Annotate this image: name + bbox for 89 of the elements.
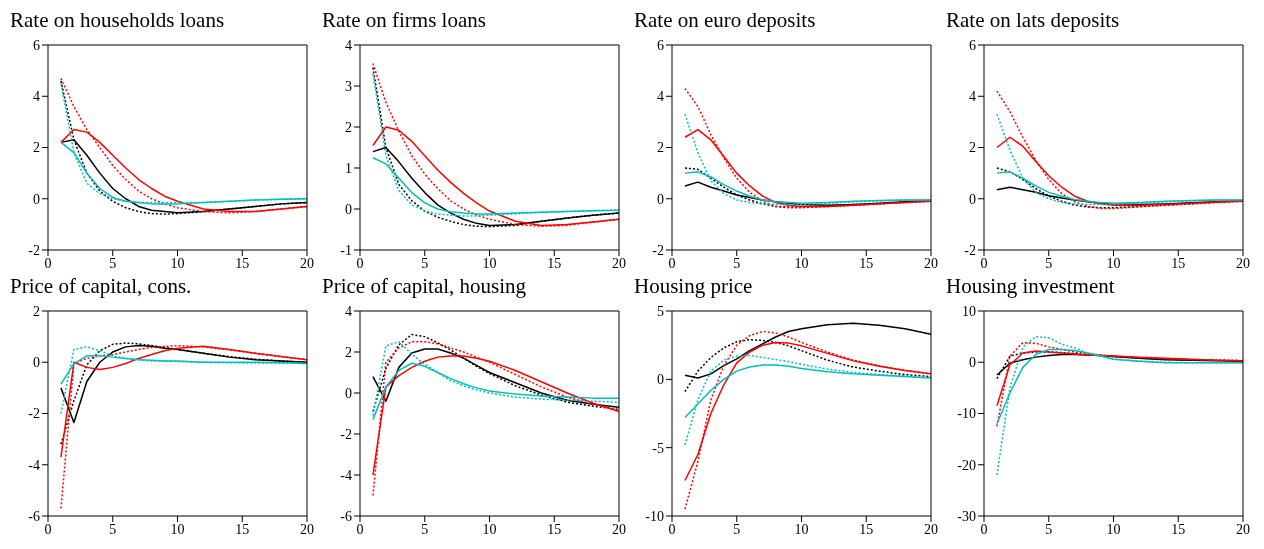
y-tick-label: 6 [33,37,40,53]
chart-title: Rate on households loans [9,8,226,34]
y-tick-label: 0 [345,201,352,217]
x-tick-label: 15 [859,521,874,537]
y-tick-label: 0 [969,355,976,371]
y-tick-label: 4 [345,37,352,53]
x-tick-label: 20 [1236,255,1250,271]
x-tick-label: 20 [1236,521,1250,537]
y-tick-label: 2 [657,140,664,156]
x-tick-label: 15 [1171,255,1186,271]
y-tick-label: 0 [33,191,40,207]
x-tick-label: 10 [794,255,809,271]
y-tick-label: 6 [969,37,976,53]
y-tick-label: 6 [657,37,664,53]
x-tick-label: 15 [859,255,874,271]
chart-title: Rate on lats deposits [945,8,1121,34]
chart-title: Price of capital, cons. [9,274,193,300]
x-tick-label: 0 [980,255,988,271]
y-tick-label: 2 [33,303,40,319]
y-tick-label: 0 [657,372,664,388]
x-tick-label: 10 [1106,255,1121,271]
y-tick-label: 0 [969,191,976,207]
y-tick-label: -2 [28,406,40,422]
y-tick-label: 3 [345,78,352,94]
y-tick-label: -10 [957,406,976,422]
y-tick-label: 2 [33,140,40,156]
y-tick-label: -4 [340,467,352,483]
x-tick-label: 15 [547,521,562,537]
y-tick-label: -2 [28,242,40,258]
x-tick-label: 0 [44,255,52,271]
y-tick-label: -10 [645,508,664,524]
x-tick-label: 15 [235,521,250,537]
chart-title: Price of capital, housing [321,274,528,300]
x-tick-label: 10 [482,255,497,271]
y-tick-label: -6 [340,508,352,524]
x-tick-label: 0 [668,255,676,271]
y-tick-label: 5 [657,303,664,319]
y-tick-label: 0 [657,191,664,207]
x-tick-label: 5 [109,521,117,537]
x-tick-label: 15 [1171,521,1186,537]
chart-title: Housing price [633,274,754,300]
y-tick-label: 2 [345,119,352,135]
x-tick-label: 10 [794,521,809,537]
x-tick-label: 5 [421,255,429,271]
y-tick-label: -2 [340,426,352,442]
x-tick-label: 20 [612,521,626,537]
chart-title: Rate on firms loans [321,8,487,34]
y-tick-label: -20 [957,457,976,473]
x-tick-label: 15 [547,255,562,271]
y-tick-label: 1 [345,160,352,176]
x-tick-label: 10 [170,521,185,537]
x-tick-label: 20 [924,255,938,271]
x-tick-label: 5 [1045,255,1053,271]
y-tick-label: -5 [652,440,664,456]
x-tick-label: 5 [109,255,117,271]
x-tick-label: 5 [733,521,741,537]
y-tick-label: 2 [345,344,352,360]
y-tick-label: -4 [28,457,40,473]
x-tick-label: 15 [235,255,250,271]
x-tick-label: 0 [44,521,52,537]
y-tick-label: -2 [652,242,664,258]
y-tick-label: 4 [969,89,976,105]
y-tick-label: 4 [345,303,352,319]
y-tick-label: -1 [340,242,352,258]
y-tick-label: 10 [962,303,976,319]
x-tick-label: 20 [300,255,314,271]
y-tick-label: 0 [33,355,40,371]
x-tick-label: 10 [1106,521,1121,537]
chart-title: Rate on euro deposits [633,8,817,34]
y-tick-label: 4 [657,89,664,105]
y-tick-label: 2 [969,140,976,156]
chart-title: Housing investment [945,274,1116,300]
y-tick-label: -2 [964,242,976,258]
y-tick-label: 0 [345,385,352,401]
x-tick-label: 20 [612,255,626,271]
y-tick-label: -6 [28,508,40,524]
x-tick-label: 20 [300,521,314,537]
x-tick-label: 20 [924,521,938,537]
x-tick-label: 5 [1045,521,1053,537]
x-tick-label: 0 [668,521,676,537]
x-tick-label: 5 [421,521,429,537]
y-tick-label: -30 [957,508,976,524]
x-tick-label: 0 [980,521,988,537]
x-tick-label: 10 [170,255,185,271]
x-tick-label: 5 [733,255,741,271]
x-tick-label: 10 [482,521,497,537]
x-tick-label: 0 [356,521,364,537]
y-tick-label: 4 [33,89,40,105]
x-tick-label: 0 [356,255,364,271]
